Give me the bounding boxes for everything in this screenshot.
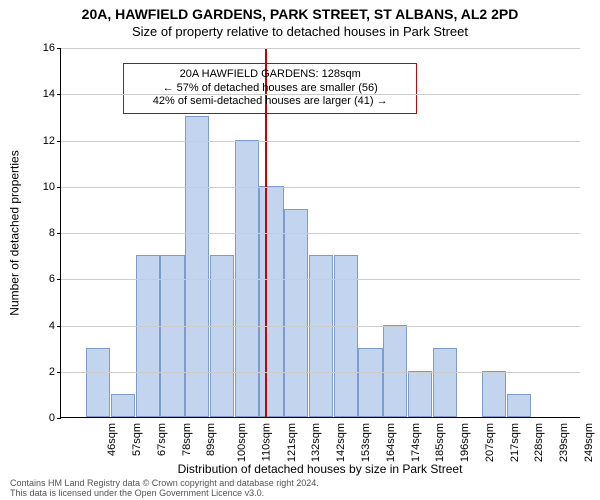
gridline — [61, 48, 580, 49]
gridline — [61, 279, 580, 280]
y-axis-label-text: Number of detached properties — [8, 150, 22, 315]
gridline — [61, 233, 580, 234]
y-tick-label: 14 — [43, 88, 55, 100]
annotation-box: 20A HAWFIELD GARDENS: 128sqm← 57% of det… — [123, 63, 417, 114]
x-tick-label: 67sqm — [156, 423, 168, 456]
histogram-bar — [408, 371, 432, 417]
y-axis-label: Number of detached properties — [8, 48, 22, 418]
y-tick-label: 4 — [49, 320, 55, 332]
x-tick-label: 110sqm — [260, 423, 272, 461]
x-axis-label: Distribution of detached houses by size … — [60, 462, 580, 476]
x-tick-label: 121sqm — [286, 423, 298, 462]
x-tick-label: 89sqm — [205, 423, 217, 456]
histogram-bar — [235, 140, 259, 418]
x-tick-label: 78sqm — [181, 423, 193, 456]
x-tick-label: 132sqm — [311, 423, 323, 462]
histogram-bar — [482, 371, 506, 417]
x-tick-label: 46sqm — [106, 423, 118, 456]
histogram-bar — [259, 186, 283, 417]
gridline — [61, 94, 580, 95]
plot-area: 20A HAWFIELD GARDENS: 128sqm← 57% of det… — [60, 48, 580, 418]
histogram-bar — [111, 394, 135, 417]
x-tick-label: 185sqm — [434, 423, 446, 462]
x-tick-label: 174sqm — [410, 423, 422, 462]
y-tick-label: 10 — [43, 181, 55, 193]
histogram-bar — [383, 325, 407, 418]
x-tick-label: 228sqm — [533, 423, 545, 462]
y-tick-label: 6 — [49, 273, 55, 285]
histogram-bar — [507, 394, 531, 417]
histogram-bar — [433, 348, 457, 417]
y-tick-label: 0 — [49, 412, 55, 424]
x-tick-label: 239sqm — [558, 423, 570, 462]
histogram-bar — [86, 348, 110, 417]
y-tick-label: 2 — [49, 366, 55, 378]
x-tick-label: 207sqm — [484, 423, 496, 462]
x-tick-label: 164sqm — [385, 423, 397, 462]
chart-title: 20A, HAWFIELD GARDENS, PARK STREET, ST A… — [0, 6, 600, 22]
x-tick-label: 153sqm — [360, 423, 372, 462]
gridline — [61, 372, 580, 373]
x-tick-label: 217sqm — [509, 423, 521, 462]
footer-attribution: Contains HM Land Registry data © Crown c… — [10, 478, 319, 498]
x-tick-label: 57sqm — [131, 423, 143, 456]
histogram-bar — [358, 348, 382, 417]
x-tick-label: 100sqm — [236, 423, 248, 462]
gridline — [61, 141, 580, 142]
chart-subtitle: Size of property relative to detached ho… — [0, 24, 600, 39]
x-tick-label: 142sqm — [335, 423, 347, 462]
x-tick-label: 196sqm — [459, 423, 471, 462]
y-tick-label: 8 — [49, 227, 55, 239]
y-tick-label: 12 — [43, 135, 55, 147]
y-tick-label: 16 — [43, 42, 55, 54]
histogram-bar — [284, 209, 308, 417]
x-tick-label: 249sqm — [583, 423, 595, 462]
gridline — [61, 187, 580, 188]
gridline — [61, 326, 580, 327]
